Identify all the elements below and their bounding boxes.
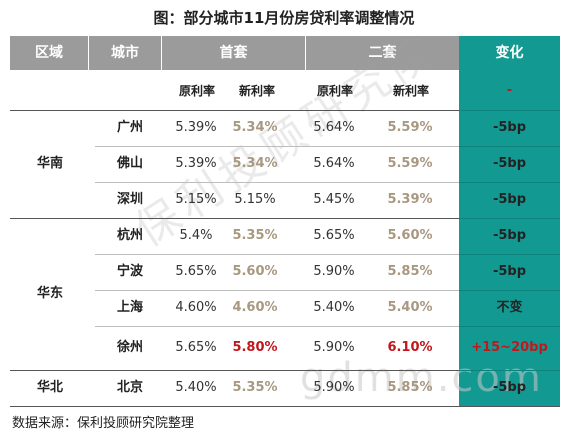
header-city: 城市 <box>111 45 139 61</box>
table-row-old-rate-second: 5.90% <box>313 264 355 279</box>
table-row-new-rate-first: 4.60% <box>232 300 278 315</box>
table-row-new-rate-first: 5.34% <box>232 120 278 135</box>
table-row-old-rate-first: 5.65% <box>175 340 217 355</box>
table-row-new-rate-second: 5.60% <box>387 228 433 243</box>
table-row-new-rate-first: 5.35% <box>232 228 278 243</box>
table-row-new-rate-first: 5.15% <box>234 192 276 207</box>
header-change: 变化 <box>495 45 524 61</box>
subheader-new-rate-second: 新利率 <box>392 84 429 98</box>
table-row-city: 上海 <box>116 300 143 315</box>
table-row-change: 不变 <box>496 300 523 315</box>
table-row-old-rate-second: 5.40% <box>313 300 355 315</box>
subheader-old-rate-second: 原利率 <box>316 84 353 98</box>
subheader-new-rate-first: 新利率 <box>238 84 275 98</box>
table-row-change: -5bp <box>492 120 527 135</box>
table-row-new-rate-second: 5.59% <box>387 156 433 171</box>
table-row-change: -5bp <box>492 228 527 243</box>
table-row-old-rate-first: 5.65% <box>175 264 217 279</box>
table-row-change: +15~20bp <box>471 340 548 355</box>
region-south: 华南 <box>36 156 63 171</box>
table-row-change: -5bp <box>492 380 527 395</box>
table-row-old-rate-first: 5.4% <box>179 228 213 243</box>
table-row-new-rate-second: 5.85% <box>387 380 433 395</box>
table-row-old-rate-first: 4.60% <box>175 300 217 315</box>
table-row-change: -5bp <box>492 156 527 171</box>
table-row-change: -5bp <box>492 192 527 207</box>
data-source-note: 数据来源：保利投顾研究院整理 <box>12 416 195 431</box>
table-row-new-rate-second: 5.40% <box>387 300 433 315</box>
table-row-old-rate-second: 5.90% <box>313 340 355 355</box>
table-row-new-rate-second: 6.10% <box>387 340 433 355</box>
region-north: 华北 <box>36 380 63 395</box>
subheader-change: - <box>506 83 513 98</box>
table-row-city: 北京 <box>116 380 143 395</box>
site-watermark: gdmm.com <box>300 355 543 401</box>
table-row-old-rate-second: 5.64% <box>313 156 355 171</box>
table-row-old-rate-second: 5.65% <box>313 228 355 243</box>
table-row-old-rate-first: 5.39% <box>175 156 217 171</box>
table-row-city: 广州 <box>116 120 143 135</box>
header-first-home: 首套 <box>219 45 248 61</box>
table-row-new-rate-second: 5.59% <box>387 120 433 135</box>
table-row-new-rate-second: 5.39% <box>387 192 433 207</box>
table-row-new-rate-first: 5.80% <box>232 340 278 355</box>
table-row-old-rate-first: 5.15% <box>175 192 217 207</box>
change-column: 变化 <box>459 36 560 406</box>
table-row-city: 宁波 <box>116 264 143 279</box>
table-title: 图：部分城市11月份房贷利率调整情况 <box>153 9 415 27</box>
table-row-city: 佛山 <box>116 156 143 171</box>
table-row-old-rate-first: 5.39% <box>175 120 217 135</box>
header-region: 区域 <box>35 45 63 61</box>
table-row-new-rate-first: 5.34% <box>232 156 278 171</box>
table-row-city: 深圳 <box>116 192 143 207</box>
table-row-old-rate-second: 5.90% <box>313 380 355 395</box>
table-row-new-rate-first: 5.60% <box>232 264 278 279</box>
table-row-city: 徐州 <box>116 340 143 355</box>
table-row-old-rate-first: 5.40% <box>175 380 217 395</box>
table-row-new-rate-first: 5.35% <box>232 380 278 395</box>
table-row-old-rate-second: 5.64% <box>313 120 355 135</box>
subheader-old-rate-first: 原利率 <box>178 84 215 98</box>
table-row-new-rate-second: 5.85% <box>387 264 433 279</box>
header-second-home: 二套 <box>368 45 397 61</box>
table-row-old-rate-second: 5.45% <box>313 192 355 207</box>
table-row-city: 杭州 <box>116 228 143 243</box>
table-row-change: -5bp <box>492 264 527 279</box>
region-east: 华东 <box>36 286 63 301</box>
